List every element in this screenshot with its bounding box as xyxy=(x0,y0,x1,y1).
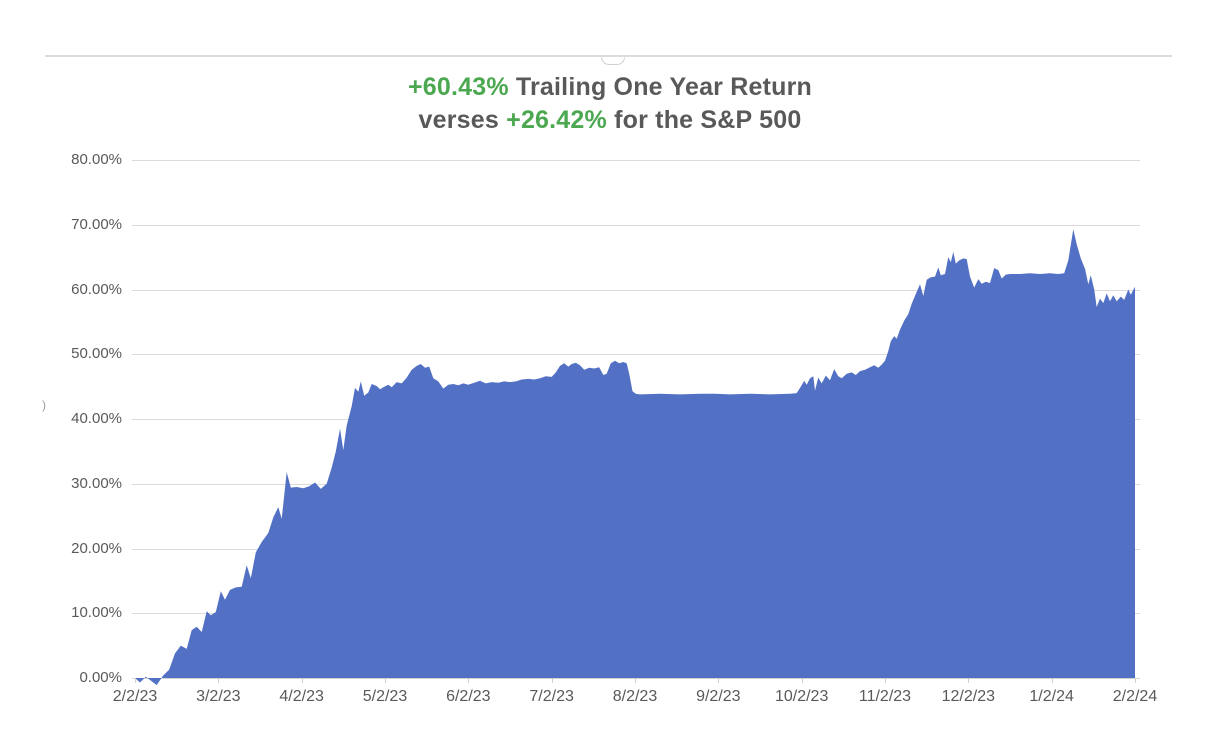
y-tick-label: 30.00% xyxy=(71,474,122,492)
gridline-0.00% xyxy=(132,678,1140,679)
gridline-50.00% xyxy=(132,354,1140,356)
y-tick-label: 70.00% xyxy=(71,215,122,233)
x-tick-mark xyxy=(968,678,970,683)
x-tick-mark xyxy=(384,678,386,683)
x-tick-mark xyxy=(551,678,553,683)
gridline-80.00% xyxy=(132,160,1140,161)
x-tick-label: 9/2/23 xyxy=(696,688,741,705)
y-tick-label: 20.00% xyxy=(71,539,122,557)
x-tick-mark xyxy=(634,678,636,683)
gridline-60.00% xyxy=(132,289,1140,291)
y-tick-label: 80.00% xyxy=(71,151,122,168)
x-tick-mark xyxy=(884,678,886,683)
x-tick-label: 7/2/23 xyxy=(529,688,574,705)
trailing-return-value: +60.43% xyxy=(407,73,509,101)
x-tick-label: 2/2/23 xyxy=(112,688,158,705)
y-tick-label: 50.00% xyxy=(71,345,122,363)
x-tick-mark xyxy=(218,678,220,683)
top-frame-divider xyxy=(45,55,1172,57)
y-tick-label: 40.00% xyxy=(71,410,122,427)
x-tick-mark xyxy=(468,678,470,683)
x-tick-label: 6/2/23 xyxy=(446,688,491,705)
x-tick-mark xyxy=(718,678,720,683)
x-tick-label: 1/2/24 xyxy=(1029,688,1074,705)
x-tick-label: 12/2/23 xyxy=(941,688,996,705)
x-tick-label: 4/2/23 xyxy=(279,688,324,705)
x-tick-label: 2/2/24 xyxy=(1112,688,1158,705)
x-tick-label: 10/2/23 xyxy=(774,688,829,705)
y-tick-label: 60.00% xyxy=(71,280,122,298)
verses-label: verses xyxy=(418,106,507,134)
divider-collapse-handle[interactable] xyxy=(601,57,625,65)
x-tick-mark xyxy=(301,678,303,683)
x-tick-mark xyxy=(1134,678,1136,683)
area-chart-plot xyxy=(135,229,1135,686)
x-tick-label: 5/2/23 xyxy=(362,688,408,705)
x-tick-label: 8/2/23 xyxy=(612,688,658,705)
x-tick-label: 3/2/23 xyxy=(196,688,241,705)
chart-title-line1: +60.43% Trailing One Year Return xyxy=(30,71,1190,104)
return-area-series xyxy=(135,229,1135,686)
sp500-label: for the S&P 500 xyxy=(606,106,802,134)
x-tick-mark xyxy=(801,678,803,683)
trailing-return-label: Trailing One Year Return xyxy=(508,73,813,101)
chart-title-line2: verses +26.42% for the S&P 500 xyxy=(30,104,1190,137)
chart-title: +60.43% Trailing One Year Return verses … xyxy=(30,71,1190,137)
axis-title-fragment: ) xyxy=(42,398,46,412)
y-tick-label: 0.00% xyxy=(79,669,122,686)
x-tick-mark xyxy=(135,678,136,683)
x-tick-mark xyxy=(1051,678,1053,683)
gridline-70.00% xyxy=(132,224,1140,226)
sp500-return-value: +26.42% xyxy=(506,106,607,134)
x-tick-label: 11/2/23 xyxy=(858,688,912,705)
y-tick-label: 10.00% xyxy=(71,604,122,622)
